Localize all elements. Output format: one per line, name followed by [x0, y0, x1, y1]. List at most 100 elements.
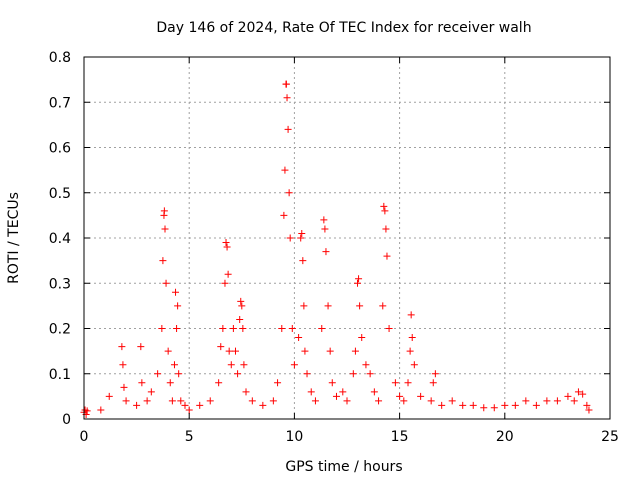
- data-point: [407, 311, 415, 319]
- data-point: [222, 239, 230, 247]
- data-point: [290, 361, 298, 369]
- data-point: [236, 315, 244, 323]
- data-point: [324, 302, 332, 310]
- x-tick-label: 20: [496, 429, 514, 445]
- data-point: [501, 401, 509, 409]
- data-point: [511, 401, 519, 409]
- y-tick-label: 0.3: [49, 276, 71, 292]
- data-point: [585, 406, 593, 414]
- data-point: [383, 252, 391, 260]
- data-point: [166, 379, 174, 387]
- data-point: [177, 397, 185, 405]
- data-point: [429, 379, 437, 387]
- x-tick-label: 25: [601, 429, 619, 445]
- data-point: [288, 325, 296, 332]
- y-axis-label: ROTI / TECUs: [6, 192, 22, 284]
- data-point: [303, 370, 311, 378]
- x-tick-label: 10: [285, 429, 303, 445]
- data-point: [239, 325, 247, 332]
- data-point: [160, 207, 168, 215]
- data-point: [286, 234, 294, 242]
- data-point: [448, 397, 456, 405]
- y-tick-label: 0.1: [49, 367, 71, 383]
- data-point: [579, 390, 587, 398]
- data-point: [301, 347, 309, 355]
- data-point: [118, 343, 126, 351]
- data-point: [326, 347, 334, 355]
- data-point: [237, 297, 245, 305]
- data-point: [225, 347, 233, 355]
- data-point: [159, 257, 167, 265]
- data-point: [285, 189, 293, 197]
- data-point: [362, 361, 370, 369]
- data-point: [396, 392, 404, 400]
- grid-lines: [84, 57, 610, 419]
- data-point: [284, 125, 292, 133]
- data-point: [181, 401, 189, 409]
- data-point: [322, 248, 330, 256]
- data-point: [143, 397, 151, 405]
- data-point: [307, 388, 315, 396]
- data-point: [172, 288, 180, 296]
- data-point: [400, 397, 408, 405]
- y-tick-label: 0.4: [49, 231, 71, 247]
- data-point: [356, 302, 364, 310]
- data-point: [240, 361, 248, 369]
- x-tick-label: 15: [391, 429, 409, 445]
- data-point: [154, 370, 162, 378]
- data-point: [300, 302, 308, 310]
- data-point: [170, 361, 178, 369]
- data-point: [174, 302, 182, 310]
- data-point: [196, 401, 204, 409]
- data-point: [583, 401, 591, 409]
- y-tick-label: 0: [62, 412, 71, 428]
- chart-title: Day 146 of 2024, Rate Of TEC Index for r…: [156, 20, 531, 36]
- data-point: [431, 370, 439, 378]
- data-point: [119, 361, 127, 369]
- data-point: [224, 270, 232, 278]
- data-point: [564, 392, 572, 400]
- data-point: [380, 202, 388, 210]
- data-point: [234, 370, 242, 378]
- data-point: [278, 325, 286, 332]
- data-point: [438, 401, 446, 409]
- data-point: [427, 397, 435, 405]
- data-point: [574, 388, 582, 396]
- data-point: [404, 379, 412, 387]
- data-point: [231, 347, 239, 355]
- data-point: [298, 229, 306, 237]
- data-point: [164, 347, 172, 355]
- data-point: [229, 325, 237, 332]
- data-point: [221, 279, 229, 287]
- data-point: [238, 302, 246, 310]
- data-point: [318, 325, 326, 332]
- y-tick-label: 0.8: [49, 50, 71, 66]
- data-point: [381, 207, 389, 215]
- data-point: [227, 361, 235, 369]
- data-point: [320, 216, 328, 224]
- data-point: [274, 379, 282, 387]
- data-point: [175, 370, 183, 378]
- y-tick-label: 0.2: [49, 322, 71, 338]
- data-point: [122, 397, 130, 405]
- data-point: [391, 379, 399, 387]
- data-point: [168, 397, 176, 405]
- data-point: [185, 406, 193, 414]
- data-points: [80, 80, 593, 418]
- x-tick-labels: 0 5 10 15 20 25: [80, 429, 619, 445]
- data-point: [370, 388, 378, 396]
- plot-frame: [83, 56, 611, 420]
- data-point: [206, 397, 214, 405]
- data-point: [158, 325, 166, 332]
- data-point: [382, 225, 390, 233]
- axes: [83, 56, 611, 420]
- data-point: [354, 279, 362, 287]
- data-point: [385, 325, 393, 332]
- data-point: [321, 225, 329, 233]
- data-point: [217, 343, 225, 351]
- data-point: [259, 401, 267, 409]
- x-axis-label: GPS time / hours: [285, 459, 402, 475]
- data-point: [173, 325, 181, 332]
- data-point: [137, 343, 145, 351]
- data-point: [297, 234, 305, 242]
